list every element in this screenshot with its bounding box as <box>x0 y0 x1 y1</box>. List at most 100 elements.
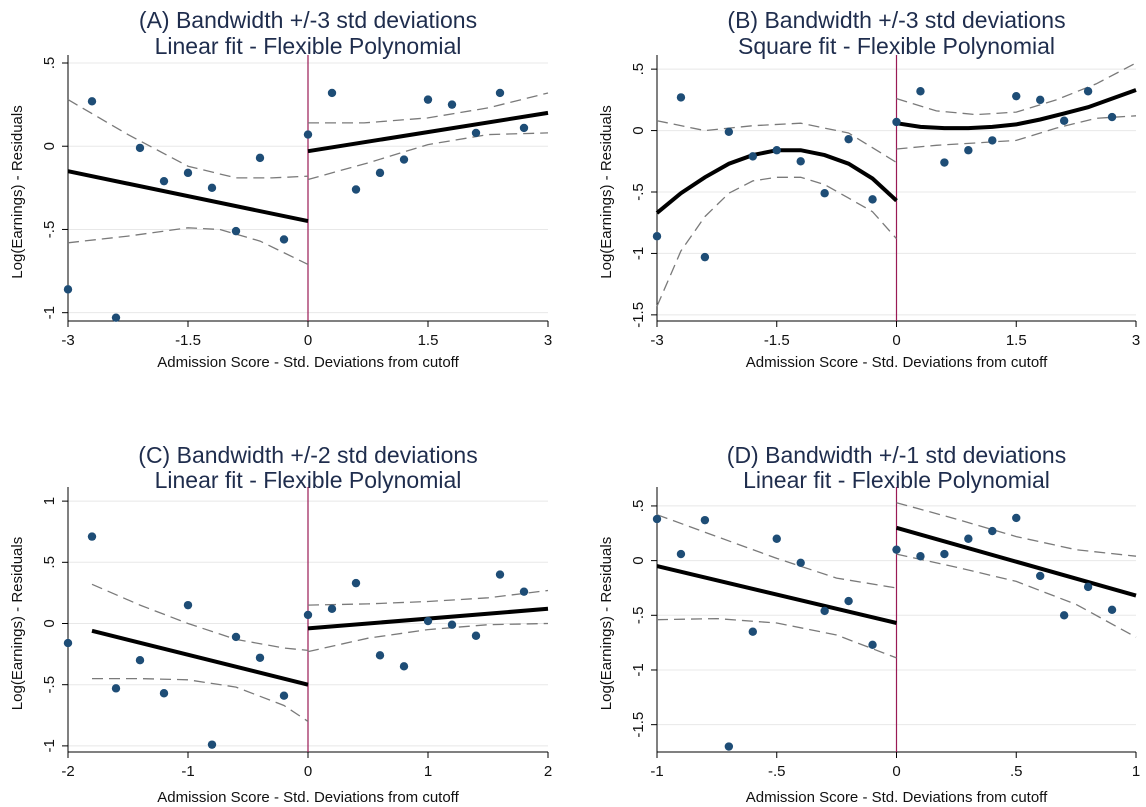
data-point <box>868 195 877 204</box>
data-point <box>519 587 529 596</box>
data-point <box>519 123 529 133</box>
y-tick-label: -1 <box>41 306 58 319</box>
data-point <box>159 689 169 698</box>
x-tick-label: -3 <box>650 332 663 349</box>
data-point <box>159 176 169 186</box>
data-point <box>399 662 409 671</box>
x-tick-label: 0 <box>892 763 900 780</box>
confidence-band-ci-right-upper <box>896 502 1137 557</box>
x-tick-label: 0 <box>892 332 900 349</box>
confidence-band-ci-left-lower <box>656 617 897 659</box>
data-point <box>748 152 757 161</box>
data-point <box>183 168 193 178</box>
data-point <box>351 185 361 194</box>
x-tick-label: -3 <box>61 332 74 349</box>
y-tick-label: -1 <box>630 247 647 260</box>
x-tick-label: -1.5 <box>175 332 201 349</box>
confidence-band-ci-right-lower <box>896 115 1137 150</box>
confidence-band-ci-left-upper <box>656 514 897 589</box>
y-tick-label: -.5 <box>630 183 647 201</box>
data-point <box>676 93 686 102</box>
x-tick-label: 1 <box>1132 763 1140 780</box>
chart-title-line: Square fit - Flexible Polynomial <box>738 33 1055 59</box>
fit-line-right <box>896 88 1137 131</box>
x-axis-label: Admission Score - Std. Deviations from c… <box>746 789 1048 806</box>
y-tick-label: -1 <box>630 663 647 676</box>
data-point <box>652 232 662 241</box>
confidence-band-ci-left-lower <box>656 176 897 307</box>
data-point <box>471 631 481 640</box>
data-point <box>1083 582 1093 592</box>
y-tick-label: .5 <box>41 57 58 70</box>
data-point <box>892 117 901 127</box>
data-point <box>1059 116 1069 125</box>
data-point <box>892 545 901 554</box>
confidence-band-ci-right-lower <box>307 622 549 653</box>
fit-line-left <box>656 564 897 625</box>
data-point <box>207 740 217 749</box>
x-axis-label: Admission Score - Std. Deviations from c… <box>157 789 459 806</box>
x-tick-label: 3 <box>544 332 552 349</box>
data-point <box>1083 87 1093 96</box>
confidence-band-ci-right-upper <box>308 92 549 124</box>
data-point <box>772 534 781 543</box>
data-point <box>303 610 313 620</box>
data-point <box>135 143 145 153</box>
confidence-band-ci-left-upper <box>656 120 897 164</box>
data-point <box>423 95 433 104</box>
x-tick-label: 1 <box>424 763 432 780</box>
data-point <box>724 127 734 136</box>
x-tick-label: -2 <box>61 763 74 780</box>
x-tick-label: 1.5 <box>418 332 439 349</box>
data-point <box>700 515 710 525</box>
data-point <box>1036 95 1045 105</box>
data-point <box>327 604 337 614</box>
data-point <box>916 87 925 96</box>
y-tick-label: -1.5 <box>630 302 647 328</box>
data-point <box>916 552 925 561</box>
fit-line-right <box>895 525 1137 598</box>
data-point <box>772 146 781 155</box>
x-tick-label: -1 <box>181 763 194 780</box>
confidence-band-ci-left-lower <box>92 677 309 722</box>
data-point <box>87 97 97 106</box>
data-point <box>1107 112 1117 122</box>
data-point <box>940 549 949 559</box>
y-axis-label: Log(Earnings) - Residuals <box>9 105 26 278</box>
data-point <box>495 570 505 579</box>
x-axis-label: Admission Score - Std. Deviations from c… <box>157 354 459 371</box>
x-tick-label: .5 <box>1010 763 1023 780</box>
data-point <box>868 640 877 650</box>
data-point <box>375 168 385 178</box>
y-axis-label: Log(Earnings) - Residuals <box>9 537 26 710</box>
data-point <box>255 153 265 163</box>
x-axis-label: Admission Score - Std. Deviations from c… <box>746 354 1048 371</box>
data-point <box>820 189 829 198</box>
confidence-band-ci-right-lower <box>896 553 1137 638</box>
y-tick-label: .5 <box>630 63 647 76</box>
data-point <box>495 88 505 98</box>
y-axis-label: Log(Earnings) - Residuals <box>598 537 615 710</box>
confidence-band-ci-left-upper <box>91 583 309 652</box>
chart-title-line: (A) Bandwidth +/-3 std deviations <box>139 7 477 33</box>
y-tick-label: 0 <box>41 142 58 150</box>
chart-title-line: (C) Bandwidth +/-2 std deviations <box>138 442 477 468</box>
x-tick-label: 1.5 <box>1006 332 1027 349</box>
data-point <box>135 656 145 665</box>
y-axis-label: Log(Earnings) - Residuals <box>598 105 615 278</box>
chart-panel-1: (B) Bandwidth +/-3 std deviationsSquare … <box>598 7 1140 371</box>
x-tick-label: 0 <box>304 763 312 780</box>
confidence-band-ci-right-upper <box>307 589 549 606</box>
confidence-band-ci-left-lower <box>67 227 309 265</box>
x-tick-label: -1.5 <box>764 332 790 349</box>
y-tick-label: 1 <box>41 497 58 505</box>
y-tick-label: -.5 <box>41 221 58 239</box>
chart-title-line: (B) Bandwidth +/-3 std deviations <box>727 7 1065 33</box>
fit-line-left <box>67 169 309 224</box>
data-point <box>327 88 337 98</box>
data-point <box>63 285 73 294</box>
confidence-band-ci-right-upper <box>896 62 1137 116</box>
data-point <box>447 100 457 109</box>
fit-line-left <box>91 628 309 687</box>
